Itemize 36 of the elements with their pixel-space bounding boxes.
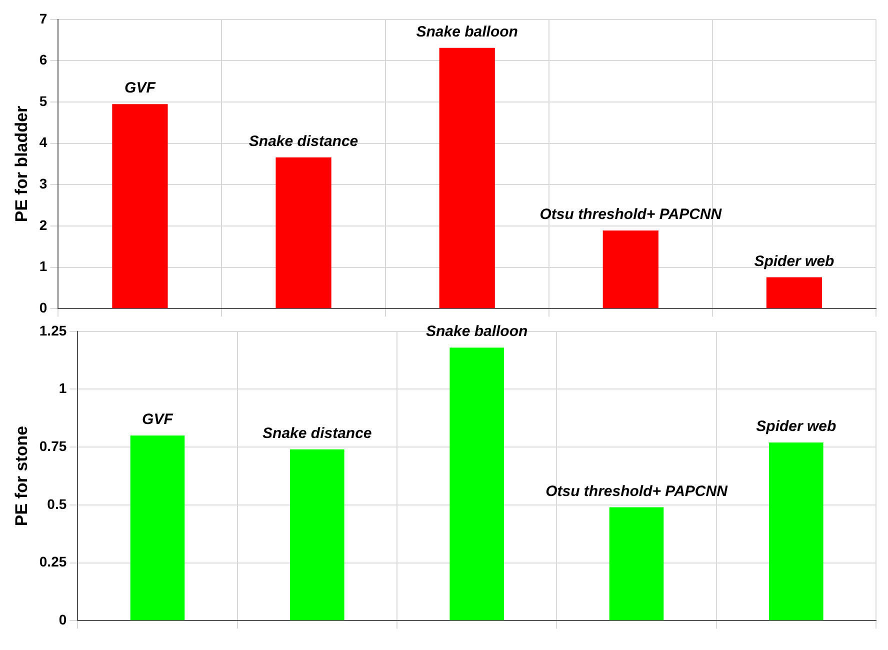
y-axis-title: PE for bladder	[12, 106, 31, 222]
bar	[276, 157, 332, 308]
y-tick-label: 6	[39, 52, 48, 68]
y-tick-label: 1	[58, 380, 67, 396]
y-tick-label: 0	[39, 299, 48, 316]
bar	[130, 436, 185, 620]
x-tick-label: Snake balloon	[426, 323, 528, 340]
y-tick-label: 4	[39, 134, 48, 150]
y-tick-label: 5	[39, 92, 48, 109]
bar	[439, 48, 495, 308]
x-tick-label: Otsu threshold+ PAPCNN	[540, 206, 723, 224]
x-tick-label: Snake distance	[262, 425, 372, 442]
bar	[290, 449, 344, 620]
y-tick-label: 0	[58, 611, 67, 628]
bar	[609, 507, 664, 620]
y-tick-label: 0.5	[47, 496, 67, 512]
y-axis-title: PE for stone	[12, 426, 31, 526]
bar	[112, 104, 168, 308]
y-tick-label: 0.25	[39, 554, 67, 570]
y-tick-label: 1	[39, 258, 48, 274]
y-tick-label: 2	[39, 216, 48, 233]
x-tick-label: GVF	[142, 411, 174, 428]
x-tick-label: Snake balloon	[416, 24, 518, 41]
x-tick-label: Spider web	[754, 252, 834, 270]
bar	[769, 442, 824, 620]
y-tick-label: 0.75	[39, 438, 67, 454]
bar	[602, 230, 658, 308]
x-tick-label: Snake distance	[248, 133, 358, 150]
y-tick-label: 7	[39, 10, 48, 26]
x-tick-label: GVF	[124, 80, 156, 97]
x-tick-label: Otsu threshold+ PAPCNN	[546, 482, 729, 500]
bar	[450, 348, 504, 620]
y-tick-label: 1.25	[39, 322, 67, 338]
x-tick-label: Spider web	[756, 418, 836, 436]
bar	[766, 277, 822, 308]
y-tick-label: 3	[39, 176, 48, 192]
